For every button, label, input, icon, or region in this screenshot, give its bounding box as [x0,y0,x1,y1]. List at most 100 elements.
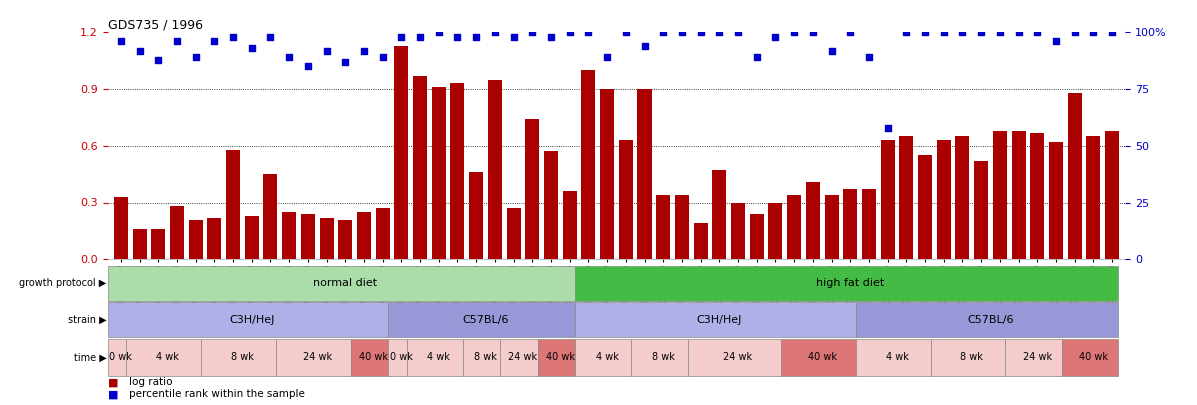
Bar [525,119,540,259]
Bar [282,212,296,259]
Bar [576,266,1118,301]
Bar [1087,136,1100,259]
Point [1065,29,1084,36]
Point [261,34,280,40]
Bar [407,339,463,376]
Bar [749,214,764,259]
Text: high fat diet: high fat diet [816,279,885,288]
Bar [862,189,876,259]
Point [541,34,560,40]
Text: C57BL/6: C57BL/6 [967,315,1014,325]
Bar [127,339,201,376]
Point [747,54,766,61]
Text: 8 wk: 8 wk [652,352,675,362]
Point [168,38,187,45]
Point [634,43,654,49]
Point [897,29,916,36]
Text: 8 wk: 8 wk [474,352,497,362]
Point [391,34,411,40]
Point [654,29,673,36]
Point [822,47,841,54]
Point [990,29,1009,36]
Point [1046,38,1065,45]
Bar [351,339,388,376]
Bar [780,339,856,376]
Bar [1062,339,1118,376]
Point [504,34,523,40]
Bar [108,339,127,376]
Bar [320,217,334,259]
Bar [693,223,707,259]
Point [242,45,261,51]
Point [111,38,130,45]
Bar [825,195,839,259]
Text: 40 wk: 40 wk [808,352,837,362]
Point [934,29,953,36]
Point [784,29,803,36]
Bar [843,189,857,259]
Point [485,29,504,36]
Bar [263,174,278,259]
Bar [600,89,614,259]
Bar [114,197,128,259]
Bar [856,303,1118,337]
Bar [413,76,427,259]
Bar [226,149,241,259]
Bar [918,155,932,259]
Point [186,54,205,61]
Bar [543,151,558,259]
Bar [731,202,745,259]
Bar [631,339,687,376]
Bar [656,195,670,259]
Text: GDS735 / 1996: GDS735 / 1996 [108,18,202,31]
Bar [582,70,595,259]
Bar [788,195,801,259]
Text: 24 wk: 24 wk [303,352,332,362]
Bar [300,214,315,259]
Point [1028,29,1047,36]
Point [373,54,393,61]
Bar [768,202,783,259]
Text: 8 wk: 8 wk [231,352,254,362]
Point [560,29,579,36]
Point [691,29,710,36]
Point [205,38,224,45]
Point [729,29,748,36]
Text: 4 wk: 4 wk [886,352,909,362]
Text: 4 wk: 4 wk [156,352,180,362]
Bar [856,339,930,376]
Bar [1068,93,1082,259]
Bar [500,339,537,376]
Bar [432,87,445,259]
Point [148,56,168,63]
Bar [899,136,913,259]
Point [803,29,822,36]
Bar [930,339,1005,376]
Bar [675,195,689,259]
Point [953,29,972,36]
Point [597,54,616,61]
Point [859,54,879,61]
Point [1009,29,1028,36]
Bar [974,161,989,259]
Text: C57BL/6: C57BL/6 [462,315,509,325]
Bar [576,339,631,376]
Bar [207,217,221,259]
Bar [189,220,202,259]
Bar [806,182,820,259]
Bar [1011,131,1026,259]
Bar [170,206,184,259]
Bar [506,208,521,259]
Text: strain ▶: strain ▶ [68,315,107,325]
Point [879,124,898,131]
Point [298,63,317,70]
Point [1102,29,1122,36]
Point [467,34,486,40]
Bar [687,339,780,376]
Point [840,29,859,36]
Point [354,47,373,54]
Bar [339,220,352,259]
Text: 0 wk: 0 wk [109,352,132,362]
Text: normal diet: normal diet [314,279,377,288]
Point [972,29,991,36]
